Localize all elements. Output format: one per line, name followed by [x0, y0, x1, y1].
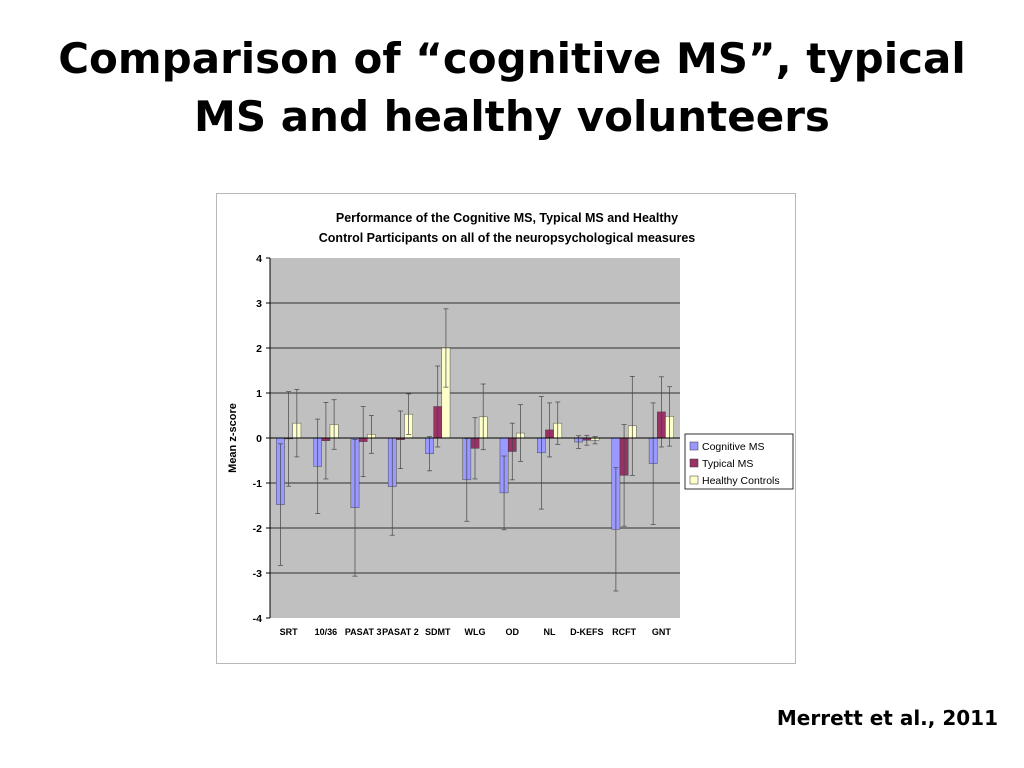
chart-title-line-1: Performance of the Cognitive MS, Typical…: [336, 211, 678, 225]
legend-label: Typical MS: [702, 458, 753, 470]
y-tick-label: -3: [253, 568, 262, 580]
y-tick-label: 3: [256, 298, 262, 310]
legend-label: Healthy Controls: [702, 475, 780, 487]
y-axis-label: Mean z-score: [227, 403, 239, 473]
y-tick-label: 1: [256, 388, 262, 400]
x-tick-label: D-KEFS: [570, 627, 604, 637]
slide-title-line-2: MS and healthy volunteers: [194, 92, 830, 141]
chart-title-line-2: Control Participants on all of the neuro…: [319, 231, 696, 245]
y-tick-label: -1: [253, 478, 262, 490]
legend-swatch: [689, 475, 699, 485]
slide-title: Comparison of “cognitive MS”, typical MS…: [0, 30, 1024, 146]
x-tick-label: PASAT 2: [382, 627, 419, 637]
y-tick-labels: 4 3 2 1 0 -1 -2 -3 -4: [253, 253, 263, 625]
chart-title: Performance of the Cognitive MS, Typical…: [319, 211, 696, 245]
legend-swatch: [689, 458, 699, 468]
x-tick-label: RCFT: [612, 627, 636, 637]
error-bars: [277, 308, 673, 592]
chart-frame: Performance of the Cognitive MS, Typical…: [216, 193, 796, 664]
y-tick-label: -2: [253, 523, 262, 535]
axes: [266, 257, 680, 619]
y-tick-label: 0: [256, 433, 262, 445]
y-tick-label: 4: [256, 253, 262, 265]
slide-title-line-1: Comparison of “cognitive MS”, typical: [58, 34, 966, 83]
x-tick-label: WLG: [465, 627, 486, 637]
x-tick-label: 10/36: [315, 627, 338, 637]
x-tick-label: SRT: [280, 627, 299, 637]
x-tick-label: OD: [506, 627, 520, 637]
bar-chart: Performance of the Cognitive MS, Typical…: [227, 211, 794, 637]
y-tick-label: 2: [256, 343, 262, 355]
citation: Merrett et al., 2011: [776, 706, 998, 730]
legend-label: Cognitive MS: [702, 441, 764, 453]
x-tick-label: SDMT: [425, 627, 451, 637]
x-tick-label: PASAT 3: [345, 627, 382, 637]
x-tick-labels: SRT 10/36 PASAT 3 PASAT 2 SDMT WLG OD NL D-KEFS R…: [280, 627, 672, 637]
legend: Cognitive MS Typical MS Healthy Controls: [684, 433, 794, 490]
legend-box: [684, 433, 794, 490]
x-tick-label: GNT: [652, 627, 672, 637]
x-tick-label: NL: [544, 627, 556, 637]
legend-swatch: [689, 441, 699, 451]
y-tick-label: -4: [253, 613, 262, 625]
